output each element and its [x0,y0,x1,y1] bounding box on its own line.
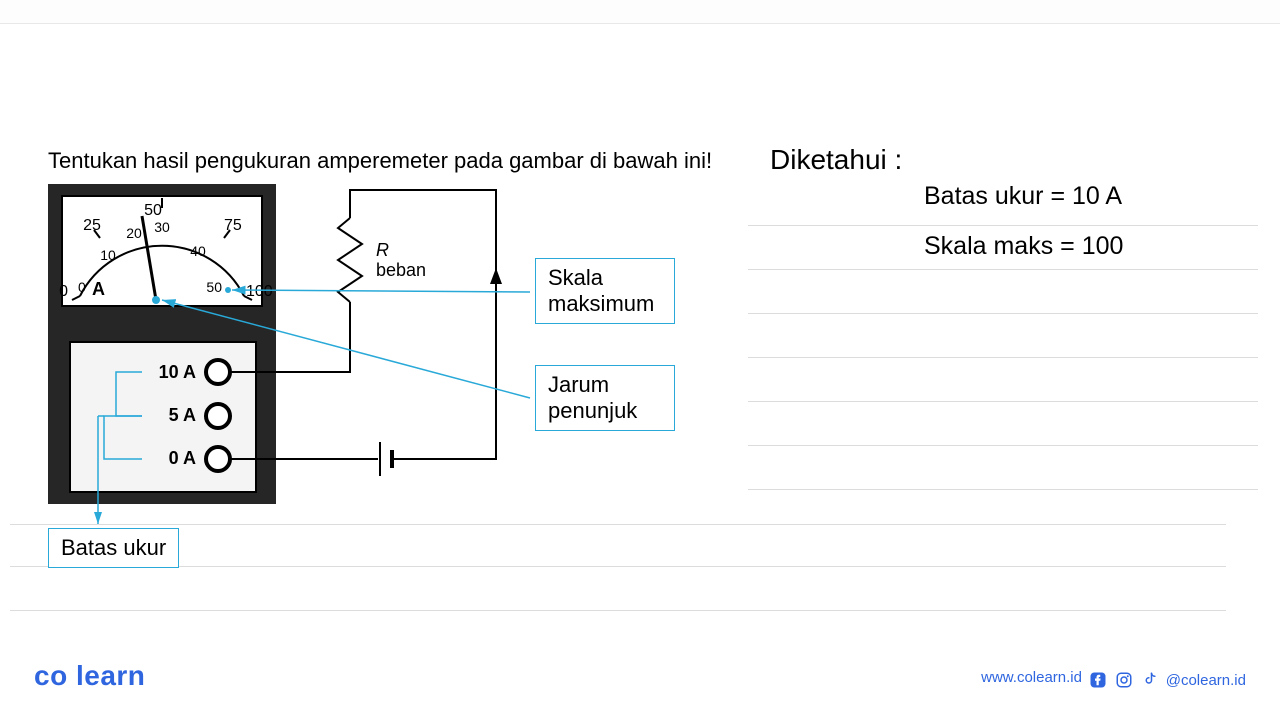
label-skala-maksimum: Skala maksimum [535,258,675,324]
known-row: Batas ukur = 10 A [748,176,1258,226]
known-line-2: Skala maks = 100 [924,232,1123,261]
meter-needle [142,216,160,304]
resistor-label-1: R [376,240,389,260]
brand-pre: co [34,660,68,691]
meter-scale: 0 25 50 75 100 0 10 20 30 40 50 A [59,198,273,300]
question-text: Tentukan hasil pengukuran amperemeter pa… [48,148,712,174]
svg-text:75: 75 [224,217,242,234]
top-bar [0,0,1280,24]
svg-text:40: 40 [190,243,206,259]
label-batas-ukur: Batas ukur [48,528,179,568]
instagram-icon [1114,670,1134,690]
circuit-wires [256,190,496,476]
known-title: Diketahui : [770,144,902,176]
known-row [748,314,1258,358]
page-rule [10,610,1226,611]
brand-logo: co learn [34,660,145,692]
svg-text:30: 30 [154,219,170,235]
meter-body [48,184,276,504]
svg-text:100: 100 [246,283,273,300]
label-jarum-penunjuk: Jarum penunjuk [535,365,675,431]
brand-post: learn [76,660,145,691]
svg-text:10 A: 10 A [159,362,196,382]
meter-gauge-face [62,196,262,306]
known-row [748,402,1258,446]
page-rule [10,566,1226,567]
svg-text:50: 50 [144,202,162,219]
svg-text:0: 0 [59,283,68,300]
known-row [748,446,1258,490]
svg-text:25: 25 [83,217,101,234]
arrowhead-down-icon [94,512,102,524]
terminals: 10 A 5 A 0 A [159,360,256,471]
svg-text:0: 0 [78,279,86,295]
svg-text:50: 50 [206,279,222,295]
known-line-1: Batas ukur = 10 A [924,182,1122,211]
tiktok-icon [1140,670,1160,690]
page-rule [10,524,1226,525]
social-row: @colearn.id [1088,670,1246,690]
label-line: penunjuk [548,398,637,423]
known-panel: Batas ukur = 10 A Skala maks = 100 [748,176,1258,490]
label-line: maksimum [548,291,654,316]
svg-text:10: 10 [100,247,116,263]
label-line: Jarum [548,372,609,397]
callout-arrows [162,287,530,398]
meter-terminal-panel [70,342,256,492]
resistor-label-2: beban [376,260,426,280]
known-row [748,270,1258,314]
svg-text:0 A: 0 A [169,448,196,468]
label-line: Skala [548,265,603,290]
brand-url: www.colearn.id [981,669,1082,686]
facebook-icon [1088,670,1108,690]
known-row [748,358,1258,402]
svg-text:A: A [92,279,105,299]
social-handle: @colearn.id [1166,672,1246,689]
svg-text:5 A: 5 A [169,405,196,425]
svg-text:20: 20 [126,225,142,241]
batas-ukur-bracket [98,372,142,524]
known-row: Skala maks = 100 [748,226,1258,270]
